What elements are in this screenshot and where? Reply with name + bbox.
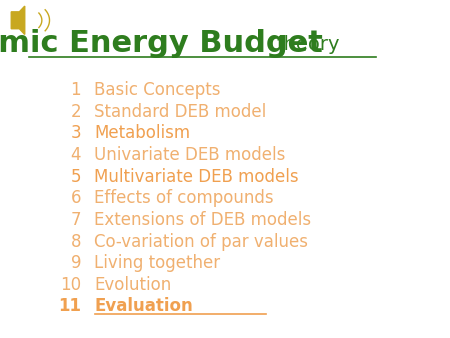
Text: Univariate DEB models: Univariate DEB models: [94, 146, 286, 164]
Text: 8: 8: [71, 233, 81, 250]
Text: Basic Concepts: Basic Concepts: [94, 81, 221, 99]
Text: Multivariate DEB models: Multivariate DEB models: [94, 168, 299, 186]
Text: 3: 3: [70, 124, 81, 142]
Text: 11: 11: [58, 297, 81, 315]
Text: 6: 6: [71, 189, 81, 207]
Text: Effects of compounds: Effects of compounds: [94, 189, 274, 207]
Text: 7: 7: [71, 211, 81, 229]
Text: theory: theory: [277, 35, 340, 54]
Text: Evaluation: Evaluation: [94, 297, 193, 315]
Text: 5: 5: [71, 168, 81, 186]
Text: Co-variation of par values: Co-variation of par values: [94, 233, 309, 250]
Text: Evolution: Evolution: [94, 276, 172, 294]
Text: Dynamic Energy Budget: Dynamic Energy Budget: [0, 29, 323, 58]
Text: 9: 9: [71, 254, 81, 272]
Text: Metabolism: Metabolism: [94, 124, 191, 142]
Text: 10: 10: [60, 276, 81, 294]
Text: 4: 4: [71, 146, 81, 164]
Text: 1: 1: [70, 81, 81, 99]
Text: Living together: Living together: [94, 254, 220, 272]
Text: Extensions of DEB models: Extensions of DEB models: [94, 211, 311, 229]
Polygon shape: [11, 6, 25, 34]
Text: 2: 2: [70, 103, 81, 121]
Text: Standard DEB model: Standard DEB model: [94, 103, 267, 121]
